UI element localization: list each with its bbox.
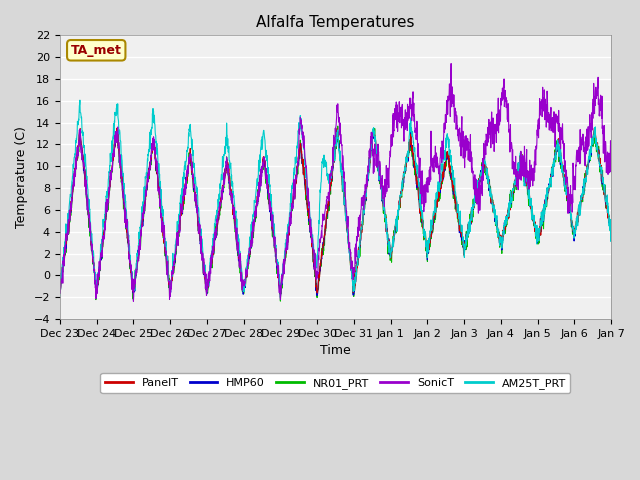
Title: Alfalfa Temperatures: Alfalfa Temperatures xyxy=(256,15,415,30)
X-axis label: Time: Time xyxy=(320,344,351,357)
Text: TA_met: TA_met xyxy=(71,44,122,57)
Y-axis label: Temperature (C): Temperature (C) xyxy=(15,126,28,228)
Legend: PanelT, HMP60, NR01_PRT, SonicT, AM25T_PRT: PanelT, HMP60, NR01_PRT, SonicT, AM25T_P… xyxy=(100,373,570,393)
